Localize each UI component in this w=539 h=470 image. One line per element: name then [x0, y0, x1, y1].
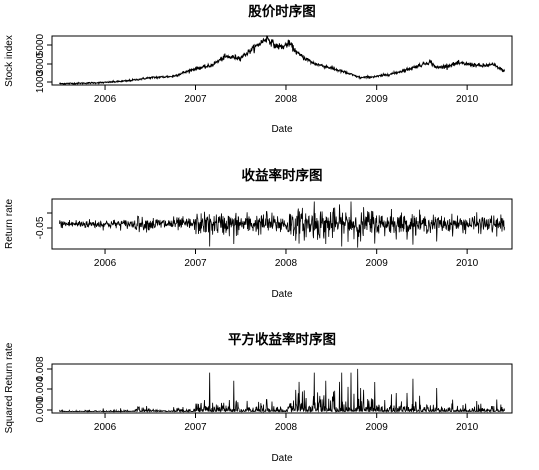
y-tick-label: 0.004 — [35, 376, 46, 401]
y-tick-label: 0.008 — [35, 356, 46, 381]
panel-title-return: 收益率时序图 — [242, 167, 323, 184]
x-tick-label: 2006 — [94, 94, 117, 105]
x-tick-label: 2010 — [456, 258, 479, 269]
x-axis-label-squared: Date — [271, 453, 293, 464]
stock-index-line — [59, 35, 506, 86]
x-tick-label: 2008 — [275, 422, 298, 433]
plot-frame-stock — [51, 35, 513, 86]
y-tick-label: 0.000 — [35, 397, 46, 422]
y-tick-label: 3000 — [35, 52, 46, 75]
y-tick-label: -0.05 — [35, 216, 46, 239]
return-rate-line — [59, 201, 505, 248]
x-tick-label: 2008 — [275, 258, 298, 269]
plot-frame-return — [51, 198, 513, 250]
y-axis-return: -0.05 — [35, 212, 52, 239]
x-axis-label-stock: Date — [271, 124, 293, 135]
y-tick-label: 1000 — [35, 70, 46, 93]
panel-title-squared: 平方收益率时序图 — [228, 331, 336, 348]
y-tick-label: 5000 — [35, 33, 46, 56]
panel-return-rate: 收益率时序图 2006 2007 2008 2009 2010 -0.05 Date R… — [4, 167, 513, 300]
panel-squared-return: 平方收益率时序图 2006 2007 2008 2009 2010 0.0000.004… — [4, 331, 513, 464]
x-tick-label: 2007 — [184, 94, 207, 105]
x-tick-label: 2009 — [366, 94, 389, 105]
panel-stock-index: 股价时序图 2006 2007 2008 2009 2010 100030005000 … — [4, 3, 513, 135]
x-axis-return: 2006 2007 2008 2009 2010 — [94, 249, 479, 269]
y-axis-label-stock: Stock index — [4, 35, 15, 87]
y-axis-label-return: Return rate — [4, 199, 15, 249]
x-axis-stock: 2006 2007 2008 2009 2010 — [94, 85, 479, 105]
x-axis-label-return: Date — [271, 289, 293, 300]
x-tick-label: 2006 — [94, 422, 117, 433]
x-tick-label: 2010 — [456, 422, 479, 433]
x-tick-label: 2007 — [184, 258, 207, 269]
x-tick-label: 2009 — [366, 258, 389, 269]
x-tick-label: 2010 — [456, 94, 479, 105]
x-axis-squared: 2006 2007 2008 2009 2010 — [94, 413, 479, 433]
x-tick-label: 2009 — [366, 422, 389, 433]
squared-return-line — [59, 368, 505, 414]
y-axis-label-squared: Squared Return rate — [4, 342, 15, 433]
x-tick-label: 2008 — [275, 94, 298, 105]
x-tick-label: 2007 — [184, 422, 207, 433]
x-tick-label: 2006 — [94, 258, 117, 269]
plot-frame-squared — [51, 363, 513, 414]
panel-title-stock: 股价时序图 — [248, 3, 316, 20]
